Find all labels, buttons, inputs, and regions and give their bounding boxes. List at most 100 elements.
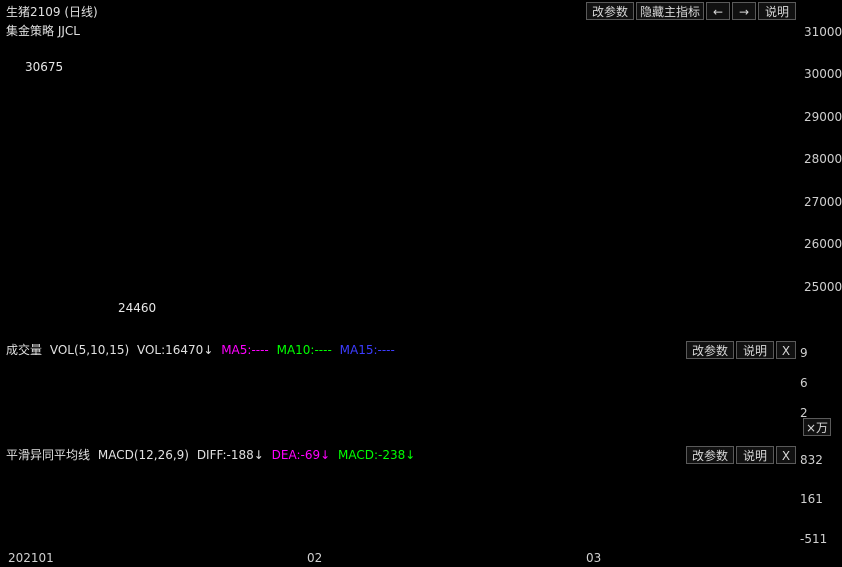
candle-body: [525, 95, 539, 126]
volume-bar: [115, 421, 130, 442]
volume-params: VOL(5,10,15): [49, 343, 130, 357]
candle-body: [4, 117, 18, 213]
candle-body: [41, 250, 55, 260]
candle-body: [97, 287, 111, 302]
volume-bar: [450, 436, 465, 442]
candle-body: [78, 253, 92, 294]
volume-bar: [581, 436, 595, 441]
vol-ma10-line: [178, 406, 737, 437]
candle-body: [413, 207, 428, 210]
diff-line: [10, 463, 737, 540]
volume-bar: [394, 431, 409, 442]
macd-axis-label: -511: [800, 532, 828, 546]
candle-body: [23, 236, 37, 247]
volume-bar: [320, 433, 334, 441]
price-axis-label: 29000: [804, 110, 842, 124]
volume-axis-label: 9: [800, 346, 808, 360]
change-params-button[interactable]: 改参数: [586, 2, 634, 20]
prev-arrow-button[interactable]: ←: [706, 2, 730, 20]
candle-body: [432, 212, 446, 217]
candle-body: [115, 282, 130, 294]
macd-diff-value: DIFF:-188↓: [196, 448, 264, 462]
volume-bar: [692, 437, 706, 441]
volume-change-params-button[interactable]: 改参数: [686, 341, 734, 359]
volume-bar: [78, 418, 92, 441]
volume-bar: [599, 436, 613, 441]
volume-bar: [171, 435, 185, 441]
macd-value: MACD:-238↓: [337, 448, 416, 462]
time-axis-label: 202101: [8, 551, 54, 565]
volume-bar: [264, 432, 279, 442]
volume-ma10: MA10:----: [276, 343, 332, 357]
candle-body: [283, 265, 297, 275]
candle-body: [562, 125, 576, 133]
volume-bar: [710, 433, 725, 442]
price-axis-label: 28000: [804, 152, 842, 166]
candle-body: [450, 207, 465, 210]
candle-body: [190, 293, 204, 304]
vol-ma5-line: [85, 401, 737, 437]
main-indicator-name: 集金策略 JJCL: [6, 24, 80, 38]
volume-unit-button[interactable]: ×万: [803, 418, 831, 436]
volume-bar: [413, 434, 428, 442]
volume-bar: [227, 427, 242, 442]
hide-main-indicator-button[interactable]: 隐藏主指标: [636, 2, 704, 20]
volume-bar: [655, 435, 669, 441]
candle-body: [543, 123, 557, 126]
volume-bar: [432, 436, 446, 441]
volume-axis-label: 2: [800, 406, 808, 420]
candle-body: [487, 105, 502, 150]
volume-bar: [338, 434, 353, 442]
volume-bar: [4, 348, 18, 441]
macd-change-params-button[interactable]: 改参数: [686, 446, 734, 464]
volume-close-button[interactable]: X: [776, 341, 796, 359]
candle-body: [246, 265, 260, 279]
candle-body: [581, 104, 595, 115]
volume-bar: [41, 403, 55, 441]
macd-params: MACD(12,26,9): [97, 448, 189, 462]
volume-bar: [23, 418, 37, 441]
volume-value: VOL:16470↓: [136, 343, 214, 357]
candle-body: [59, 252, 74, 255]
price-axis-label: 31000: [804, 25, 842, 39]
volume-bar: [506, 430, 520, 441]
help-button[interactable]: 说明: [758, 2, 796, 20]
macd-close-button[interactable]: X: [776, 446, 796, 464]
volume-bar: [636, 435, 651, 442]
volume-bar: [283, 432, 297, 442]
volume-bar: [134, 433, 148, 441]
volume-bar: [246, 432, 260, 441]
volume-ma5: MA5:----: [221, 343, 269, 357]
candle-body: [357, 271, 372, 275]
low-marker-line: [103, 309, 116, 314]
vol-ma15-line: [271, 414, 737, 436]
volume-ma15: MA15:----: [339, 343, 395, 357]
candle-body: [134, 282, 148, 290]
candle-body: [655, 125, 669, 145]
next-arrow-button[interactable]: →: [732, 2, 756, 20]
macd-axis-label: 161: [800, 492, 823, 506]
candle-body: [153, 289, 167, 292]
time-axis-label: 03: [586, 551, 602, 565]
volume-bar: [59, 425, 74, 442]
price-axis-label: 25000: [804, 280, 842, 294]
window-title: 生猪2109 (日线): [6, 5, 98, 19]
macd-help-button[interactable]: 说明: [736, 446, 774, 464]
candle-body: [729, 139, 744, 160]
volume-bar: [673, 436, 688, 442]
candle-body: [710, 161, 725, 173]
candle-body: [506, 110, 520, 126]
candle-body: [636, 129, 651, 137]
candle-body: [320, 263, 334, 275]
high-price-annotation: 30675: [25, 60, 64, 74]
candle-body: [208, 288, 223, 305]
candle-body: [469, 150, 483, 203]
volume-help-button[interactable]: 说明: [736, 341, 774, 359]
volume-bar: [729, 435, 744, 442]
price-axis-label: 26000: [804, 237, 842, 251]
candle-body: [673, 139, 688, 143]
high-marker-line: [11, 45, 26, 51]
volume-bar: [376, 434, 390, 442]
volume-bar: [301, 433, 316, 442]
